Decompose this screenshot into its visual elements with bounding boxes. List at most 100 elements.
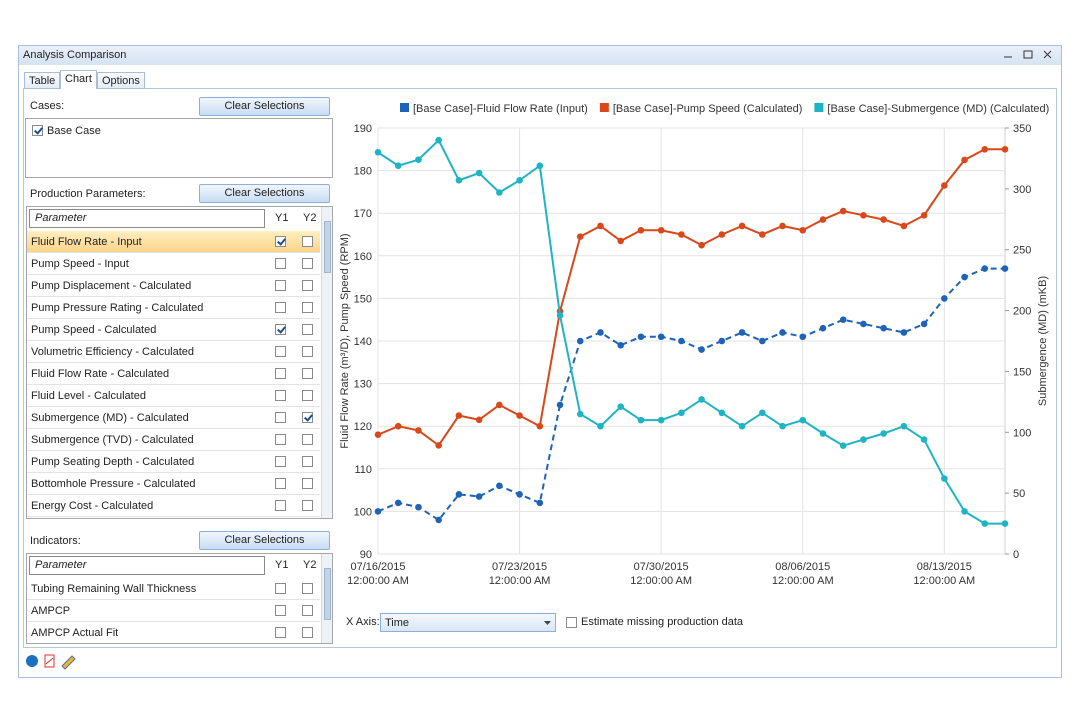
list-row[interactable]: AMPCP Actual Fit bbox=[27, 622, 320, 643]
row-name: AMPCP bbox=[31, 605, 71, 617]
estimate-label: Estimate missing production data bbox=[581, 616, 744, 628]
y1-checkbox[interactable] bbox=[275, 627, 286, 638]
case-checkbox[interactable] bbox=[32, 125, 43, 136]
row-name: Volumetric Efficiency - Calculated bbox=[31, 346, 195, 358]
column-header: Parameter bbox=[35, 559, 87, 571]
indicators-label: Indicators: bbox=[30, 535, 81, 547]
y2-checkbox[interactable] bbox=[302, 280, 313, 291]
clear-button[interactable]: Clear Selections bbox=[199, 531, 330, 550]
y1-checkbox[interactable] bbox=[275, 412, 286, 423]
y2-checkbox[interactable] bbox=[302, 478, 313, 489]
list-row[interactable]: Bottomhole Pressure - Calculated bbox=[27, 473, 320, 495]
row-name: Pump Seating Depth - Calculated bbox=[31, 456, 195, 468]
row-name: Pump Speed - Input bbox=[31, 258, 129, 270]
window-controls[interactable] bbox=[1000, 48, 1060, 62]
cases-label: Cases: bbox=[30, 100, 65, 112]
column-header: Parameter bbox=[35, 212, 87, 224]
scroll-thumb bbox=[324, 568, 331, 620]
y2-checkbox[interactable] bbox=[302, 456, 313, 467]
clear-button[interactable]: Clear Selections bbox=[199, 97, 330, 116]
clear-button[interactable]: Clear Selections bbox=[199, 184, 330, 203]
row-name: Pump Pressure Rating - Calculated bbox=[31, 302, 204, 314]
row-name: Pump Speed - Calculated bbox=[31, 324, 157, 336]
tab[interactable]: Options bbox=[97, 72, 145, 89]
list-row[interactable]: Fluid Flow Rate - Calculated bbox=[27, 363, 320, 385]
toolbar-icons[interactable] bbox=[24, 653, 84, 671]
list-row[interactable]: Submergence (MD) - Calculated bbox=[27, 407, 320, 429]
scroll-thumb bbox=[324, 221, 331, 273]
row-name: Fluid Flow Rate - Input bbox=[31, 236, 142, 248]
list-row[interactable]: Submergence (TVD) - Calculated bbox=[27, 429, 320, 451]
list-row[interactable]: Pump Speed - Input bbox=[27, 253, 320, 275]
y1-checkbox[interactable] bbox=[275, 583, 286, 594]
y2-checkbox[interactable] bbox=[302, 605, 313, 616]
estimate-checkbox[interactable] bbox=[566, 617, 577, 628]
y2-checkbox[interactable] bbox=[302, 302, 313, 313]
y1-checkbox[interactable] bbox=[275, 390, 286, 401]
y1-checkbox[interactable] bbox=[275, 456, 286, 467]
y1-checkbox[interactable] bbox=[275, 478, 286, 489]
cases-list: Base Case bbox=[25, 118, 333, 178]
y1-checkbox[interactable] bbox=[275, 346, 286, 357]
filter-box bbox=[29, 209, 265, 228]
y2-checkbox[interactable] bbox=[302, 258, 313, 269]
case-name: Base Case bbox=[47, 125, 101, 137]
y2-checkbox[interactable] bbox=[302, 368, 313, 379]
y1-checkbox[interactable] bbox=[275, 368, 286, 379]
row-name: Pump Displacement - Calculated bbox=[31, 280, 192, 292]
y2-checkbox[interactable] bbox=[302, 236, 313, 247]
y2-checkbox[interactable] bbox=[302, 434, 313, 445]
list-row[interactable]: Tubing Remaining Wall Thickness bbox=[27, 578, 320, 600]
y1-checkbox[interactable] bbox=[275, 236, 286, 247]
dropdown-arrow bbox=[544, 621, 551, 625]
row-name: Submergence (MD) - Calculated bbox=[31, 412, 189, 424]
y2-checkbox[interactable] bbox=[302, 346, 313, 357]
y1-checkbox[interactable] bbox=[275, 500, 286, 511]
tab[interactable]: Chart bbox=[60, 70, 97, 89]
list-row[interactable]: Fluid Flow Rate - Input bbox=[27, 231, 320, 253]
list-row[interactable]: Pump Seating Depth - Calculated bbox=[27, 451, 320, 473]
row-name: Energy Cost - Calculated bbox=[31, 500, 154, 512]
list-row[interactable]: Pump Pressure Rating - Calculated bbox=[27, 297, 320, 319]
y2-checkbox[interactable] bbox=[302, 583, 313, 594]
column-header: Y2 bbox=[303, 212, 317, 224]
production-list: Parameter Y1 Y2 Fluid Flow Rate - Input Pump… bbox=[26, 206, 333, 519]
y2-checkbox[interactable] bbox=[302, 324, 313, 335]
filter-box bbox=[29, 556, 265, 575]
y1-checkbox[interactable] bbox=[275, 280, 286, 291]
y1-checkbox[interactable] bbox=[275, 324, 286, 335]
list-row[interactable]: Fluid Level - Calculated bbox=[27, 385, 320, 407]
dropdown-value: Time bbox=[385, 617, 410, 629]
y1-checkbox[interactable] bbox=[275, 605, 286, 616]
list-row[interactable]: Energy Cost - Calculated bbox=[27, 495, 320, 517]
row-name: Submergence (TVD) - Calculated bbox=[31, 434, 194, 446]
x-axis-label: X Axis: bbox=[346, 616, 380, 628]
list-row[interactable]: Volumetric Efficiency - Calculated bbox=[27, 341, 320, 363]
y1-checkbox[interactable] bbox=[275, 258, 286, 269]
x-axis-dropdown[interactable]: Time bbox=[380, 613, 556, 632]
y1-checkbox[interactable] bbox=[275, 302, 286, 313]
title-bar bbox=[19, 46, 1061, 65]
scrollbar[interactable] bbox=[321, 207, 332, 518]
row-name: Fluid Flow Rate - Calculated bbox=[31, 368, 170, 380]
list-row[interactable]: Pump Speed - Calculated bbox=[27, 319, 320, 341]
y1-checkbox[interactable] bbox=[275, 434, 286, 445]
list-row[interactable]: Pump Displacement - Calculated bbox=[27, 275, 320, 297]
tab[interactable]: Table bbox=[24, 72, 61, 89]
column-header: Y2 bbox=[303, 559, 317, 571]
indicators-list: Parameter Y1 Y2 Tubing Remaining Wall Thick… bbox=[26, 553, 333, 644]
row-name: AMPCP Actual Fit bbox=[31, 627, 119, 639]
column-header: Y1 bbox=[275, 212, 289, 224]
column-header: Y1 bbox=[275, 559, 289, 571]
list-row[interactable]: AMPCP bbox=[27, 600, 320, 622]
y2-checkbox[interactable] bbox=[302, 627, 313, 638]
y2-checkbox[interactable] bbox=[302, 390, 313, 401]
scrollbar[interactable] bbox=[321, 554, 332, 643]
content-frame bbox=[23, 88, 1057, 648]
row-name: Tubing Remaining Wall Thickness bbox=[31, 583, 197, 595]
production-label: Production Parameters: bbox=[30, 188, 146, 200]
y2-checkbox[interactable] bbox=[302, 500, 313, 511]
y2-checkbox[interactable] bbox=[302, 412, 313, 423]
list-row[interactable]: System Input Power - Calculated bbox=[27, 517, 320, 518]
